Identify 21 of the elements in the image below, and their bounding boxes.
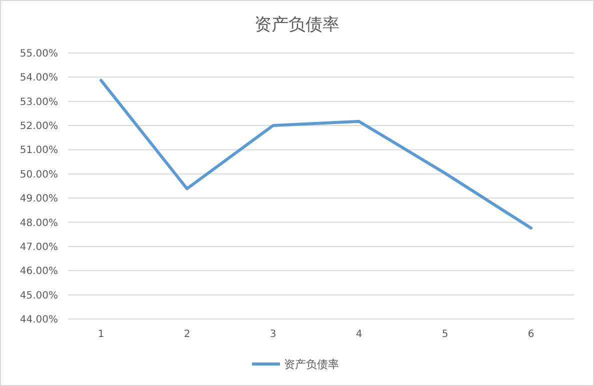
y-tick-label: 53.00% xyxy=(20,96,58,108)
x-tick-label: 5 xyxy=(442,329,448,340)
y-tick-label: 47.00% xyxy=(20,242,58,253)
y-tick-label: 51.00% xyxy=(20,145,58,156)
x-tick-label: 6 xyxy=(528,329,534,340)
chart-title: 资产负债率 xyxy=(254,15,340,35)
y-tick-label: 46.00% xyxy=(20,266,58,278)
line-series xyxy=(100,78,532,230)
x-tick-label: 1 xyxy=(98,329,104,340)
y-tick-label: 54.00% xyxy=(20,72,58,84)
x-tick-label: 4 xyxy=(356,329,362,340)
x-tick-label: 2 xyxy=(184,329,190,340)
legend-label: 资产负债率 xyxy=(284,358,339,371)
y-tick-label: 48.00% xyxy=(20,218,58,229)
y-tick-label: 52.00% xyxy=(20,121,58,132)
y-tick-label: 49.00% xyxy=(20,194,58,205)
y-tick-label: 55.00% xyxy=(20,48,58,60)
y-tick-label: 44.00% xyxy=(20,314,58,326)
y-tick-label: 50.00% xyxy=(20,169,58,180)
y-tick-label: 45.00% xyxy=(20,290,58,302)
x-tick-label: 3 xyxy=(270,329,276,340)
